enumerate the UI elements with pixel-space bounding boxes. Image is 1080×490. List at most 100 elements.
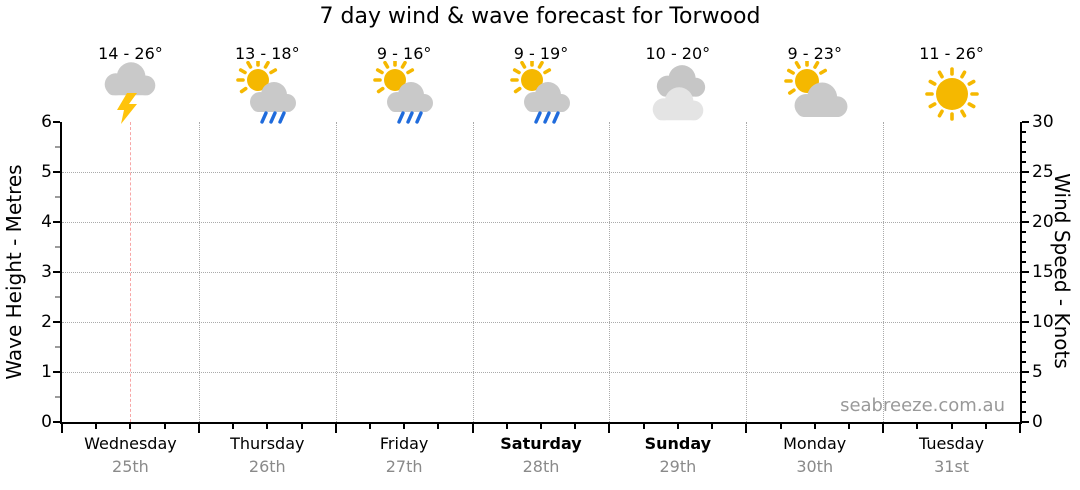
left-tick-label: 3	[41, 262, 52, 282]
right-minor-tick	[1022, 351, 1026, 353]
right-minor-tick	[1022, 381, 1026, 383]
date-label: 26th	[248, 457, 286, 476]
temp-range: 13 - 18°	[234, 44, 300, 63]
x-minor-tick	[163, 424, 166, 429]
temp-range: 9 - 16°	[376, 44, 432, 63]
cloudy-icon	[652, 65, 705, 121]
x-major-tick	[608, 424, 611, 433]
right-minor-tick	[1022, 251, 1026, 253]
left-major-tick	[53, 271, 60, 273]
date-label: 31st	[934, 457, 970, 476]
date-label: 29th	[659, 457, 697, 476]
x-minor-tick	[950, 424, 953, 429]
left-major-tick	[53, 371, 60, 373]
weather-icon-box	[918, 61, 986, 125]
right-major-tick	[1022, 171, 1029, 173]
x-major-tick	[471, 424, 474, 433]
left-minor-tick	[55, 396, 60, 398]
sun-cloud-rain-icon	[510, 58, 570, 124]
right-minor-tick	[1022, 341, 1026, 343]
right-tick-label: 15	[1032, 262, 1054, 282]
right-minor-tick	[1022, 281, 1026, 283]
x-major-tick	[1019, 424, 1021, 433]
right-major-tick	[1022, 121, 1029, 123]
x-minor-tick	[984, 424, 987, 429]
left-major-tick	[53, 121, 60, 123]
x-minor-tick	[642, 424, 645, 429]
left-tick-label: 4	[41, 212, 52, 232]
day-label: Friday	[379, 434, 429, 453]
wave-height-axis-title: Wave Height - Metres	[2, 164, 26, 380]
day-label: Monday	[783, 434, 847, 453]
right-tick-label: 30	[1032, 112, 1054, 132]
right-axis-line	[1020, 122, 1022, 422]
current-time-marker	[130, 122, 132, 422]
x-minor-tick	[813, 424, 816, 429]
right-minor-tick	[1022, 291, 1026, 293]
date-label: 30th	[796, 457, 834, 476]
left-tick-label: 1	[41, 362, 52, 382]
v-gridline	[609, 122, 611, 422]
right-minor-tick	[1022, 361, 1026, 363]
temp-range: 11 - 26°	[919, 44, 984, 63]
x-minor-tick	[403, 424, 406, 429]
temp-range: 9 - 23°	[787, 44, 842, 63]
right-minor-tick	[1022, 201, 1026, 203]
right-tick-label: 5	[1032, 362, 1043, 382]
x-minor-tick	[95, 424, 98, 429]
x-minor-tick	[129, 424, 132, 429]
x-minor-tick	[574, 424, 577, 429]
date-label: 25th	[112, 457, 149, 476]
sun-cloud-rain-icon	[236, 58, 297, 124]
right-major-tick	[1022, 421, 1029, 423]
left-tick-label: 0	[41, 412, 52, 432]
left-tick-label: 5	[41, 162, 52, 182]
weather-icon-box	[781, 58, 849, 125]
right-tick-label: 25	[1032, 162, 1054, 182]
temp-range: 14 - 26°	[98, 44, 163, 63]
x-minor-tick	[676, 424, 679, 429]
x-minor-tick	[266, 424, 269, 429]
day-label: Tuesday	[919, 434, 985, 453]
right-minor-tick	[1022, 181, 1026, 183]
x-minor-tick	[540, 424, 542, 429]
x-minor-tick	[779, 424, 782, 429]
date-label: 28th	[522, 457, 560, 476]
bottom-axis-line	[60, 422, 1022, 424]
right-minor-tick	[1022, 161, 1026, 163]
x-major-tick	[882, 424, 885, 433]
left-major-tick	[53, 321, 60, 323]
left-minor-tick	[55, 296, 60, 298]
right-minor-tick	[1022, 261, 1026, 263]
day-label: Wednesday	[84, 434, 177, 453]
day-label: Thursday	[230, 434, 305, 453]
v-gridline	[198, 122, 200, 422]
right-minor-tick	[1022, 301, 1026, 303]
chart-title: 7 day wind & wave forecast for Torwood	[319, 4, 761, 29]
x-minor-tick	[711, 424, 714, 429]
right-minor-tick	[1022, 401, 1026, 403]
right-major-tick	[1022, 371, 1029, 373]
x-minor-tick	[232, 424, 235, 429]
h-gridline	[62, 322, 1020, 323]
x-minor-tick	[437, 424, 440, 429]
x-minor-tick	[300, 424, 303, 429]
left-major-tick	[53, 421, 60, 423]
right-tick-label: 0	[1032, 412, 1043, 432]
thunderstorm-icon	[105, 62, 156, 124]
right-tick-label: 10	[1032, 312, 1054, 332]
v-gridline	[883, 122, 885, 422]
left-tick-label: 6	[41, 112, 52, 132]
right-major-tick	[1022, 221, 1029, 223]
h-gridline	[62, 272, 1020, 273]
h-gridline	[62, 372, 1020, 373]
day-label: Saturday	[500, 434, 582, 453]
right-major-tick	[1022, 271, 1029, 273]
right-minor-tick	[1022, 391, 1026, 393]
weather-icon-box	[507, 58, 575, 125]
v-gridline	[472, 122, 474, 422]
v-gridline	[746, 122, 748, 422]
sun-cloud-icon	[783, 58, 848, 117]
left-minor-tick	[55, 146, 60, 148]
